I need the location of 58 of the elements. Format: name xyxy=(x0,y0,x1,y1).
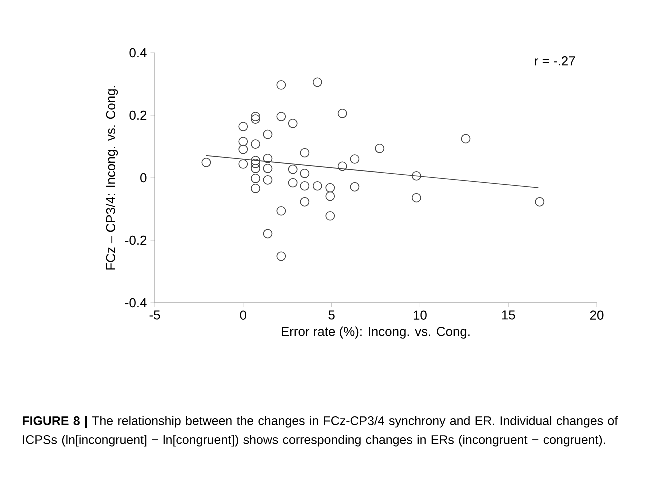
point xyxy=(312,78,322,88)
point xyxy=(338,108,348,118)
x-tick-label: 10 xyxy=(414,310,427,320)
x-axis-title: Error rate (%): Incong. vs. Cong. xyxy=(282,326,470,339)
point xyxy=(300,181,310,191)
x-tick-label: 0 xyxy=(240,310,247,320)
point xyxy=(276,206,286,216)
point xyxy=(263,229,273,239)
point xyxy=(300,197,310,207)
point xyxy=(238,122,248,132)
point xyxy=(375,144,385,154)
point xyxy=(288,118,298,128)
point xyxy=(276,252,286,262)
y-tick-label: 0.2 xyxy=(130,110,147,120)
point xyxy=(251,158,260,168)
point xyxy=(276,80,286,90)
point xyxy=(461,134,471,144)
point xyxy=(288,178,298,188)
point xyxy=(338,162,348,172)
y-tick-label: 0 xyxy=(140,173,147,183)
y-tick-label: 0.4 xyxy=(130,48,147,58)
point xyxy=(263,176,273,185)
point xyxy=(326,211,336,221)
y-tick-label: -0.4 xyxy=(125,298,147,308)
point xyxy=(276,112,286,122)
x-tick-label: -5 xyxy=(150,310,160,320)
point xyxy=(350,182,360,192)
point xyxy=(326,183,336,193)
point xyxy=(300,148,310,158)
y-axis-title: FCz – CP3/4: Incong. vs. Cong. xyxy=(106,86,118,270)
point xyxy=(238,144,248,154)
point xyxy=(251,114,260,124)
point xyxy=(202,158,212,168)
text: FIGURE 8 | The relationship between the changes in FCz-CP3/4 synchrony and ER. Individual changes of ICPSs (ln[incongruent] − ln[congruent]) shows corresponding changes in ERs (incongruent − congruent). xyxy=(23,416,618,447)
point xyxy=(300,168,310,178)
point xyxy=(535,197,545,207)
point xyxy=(263,164,273,174)
point xyxy=(326,192,336,202)
annotation: r = -.27 xyxy=(535,56,576,66)
point xyxy=(251,184,260,194)
point xyxy=(263,154,273,164)
x-tick-label: 20 xyxy=(590,310,604,320)
point xyxy=(251,164,260,174)
point xyxy=(238,160,248,169)
x-tick-label: 15 xyxy=(502,310,516,320)
point xyxy=(412,193,422,203)
point xyxy=(412,171,422,181)
point xyxy=(251,156,260,166)
point xyxy=(312,181,322,191)
point xyxy=(251,112,260,122)
point xyxy=(350,154,360,164)
point xyxy=(288,164,298,174)
point xyxy=(263,130,273,140)
x-tick-label: 5 xyxy=(328,310,335,320)
point xyxy=(251,174,260,184)
point xyxy=(251,140,260,149)
y-tick-label: -0.2 xyxy=(125,236,147,246)
point xyxy=(238,137,248,146)
